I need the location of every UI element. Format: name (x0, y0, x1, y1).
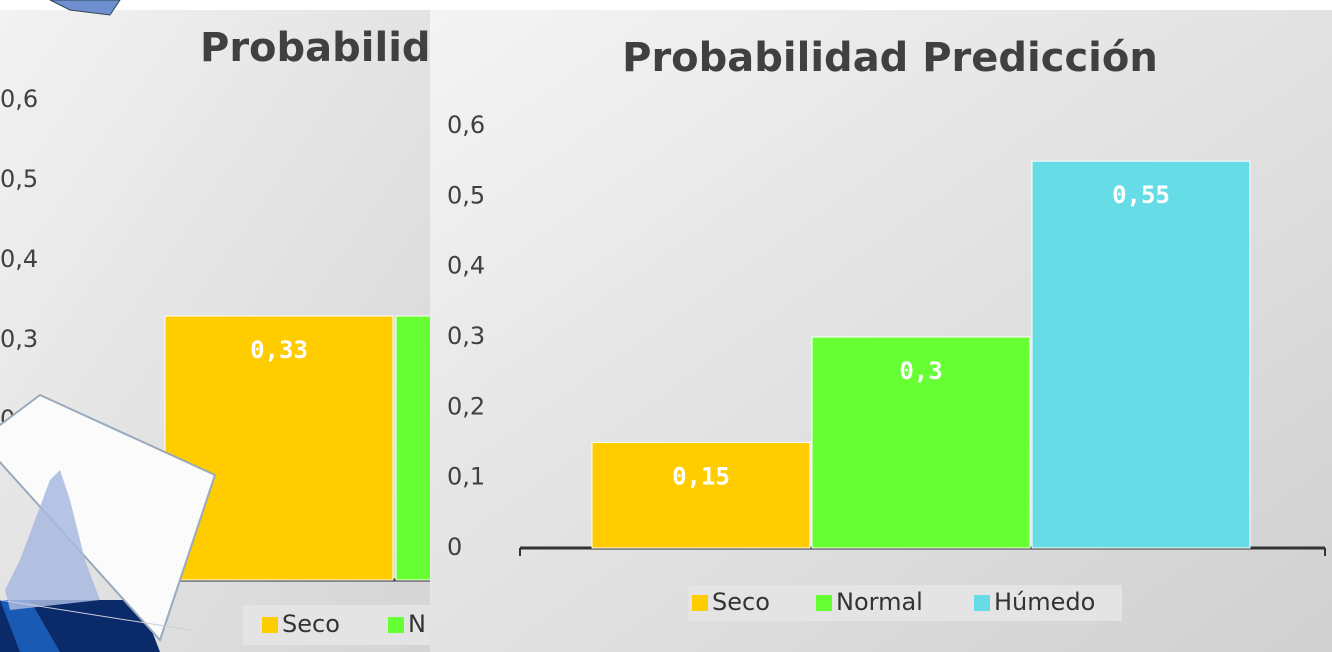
y-tick-label: 0,6 (0, 85, 38, 113)
value-label: 0,55 (1112, 181, 1170, 209)
legend-swatch (692, 595, 708, 611)
y-tick-label: 0,5 (447, 181, 485, 209)
slide: Probabilida 0,2 0,3 0,4 0,5 0,6 0,33 Seco N Prob… (0, 0, 1332, 652)
legend-label: Húmedo (994, 588, 1095, 616)
legend-label: Seco (712, 588, 770, 616)
value-label: 0,3 (899, 357, 942, 385)
bar (592, 443, 810, 549)
y-tick-label: 0,6 (447, 111, 485, 139)
y-tick-label: 0,4 (0, 245, 38, 273)
legend-swatch (816, 595, 832, 611)
legend-swatch (388, 617, 404, 633)
y-tick-label: 0,5 (0, 165, 38, 193)
y-tick-label: 0,2 (447, 392, 485, 420)
y-tick-label: 0,1 (447, 463, 485, 491)
legend-swatch (974, 595, 990, 611)
chart-title: Probabilidad Predicción (622, 35, 1158, 81)
bar (1032, 161, 1250, 548)
legend-swatch (262, 617, 278, 633)
value-label: 0,33 (250, 336, 308, 364)
value-label: 0,15 (672, 463, 730, 491)
chart-title: Probabilida (200, 25, 458, 71)
y-tick-label: 0,3 (447, 322, 485, 350)
legend-label: Normal (836, 588, 923, 616)
legend-label: N (408, 610, 426, 638)
legend-label: Seco (282, 610, 340, 638)
y-tick-label: 0 (447, 533, 462, 561)
y-tick-label: 0,3 (0, 325, 38, 353)
y-tick-label: 0,4 (447, 252, 485, 280)
